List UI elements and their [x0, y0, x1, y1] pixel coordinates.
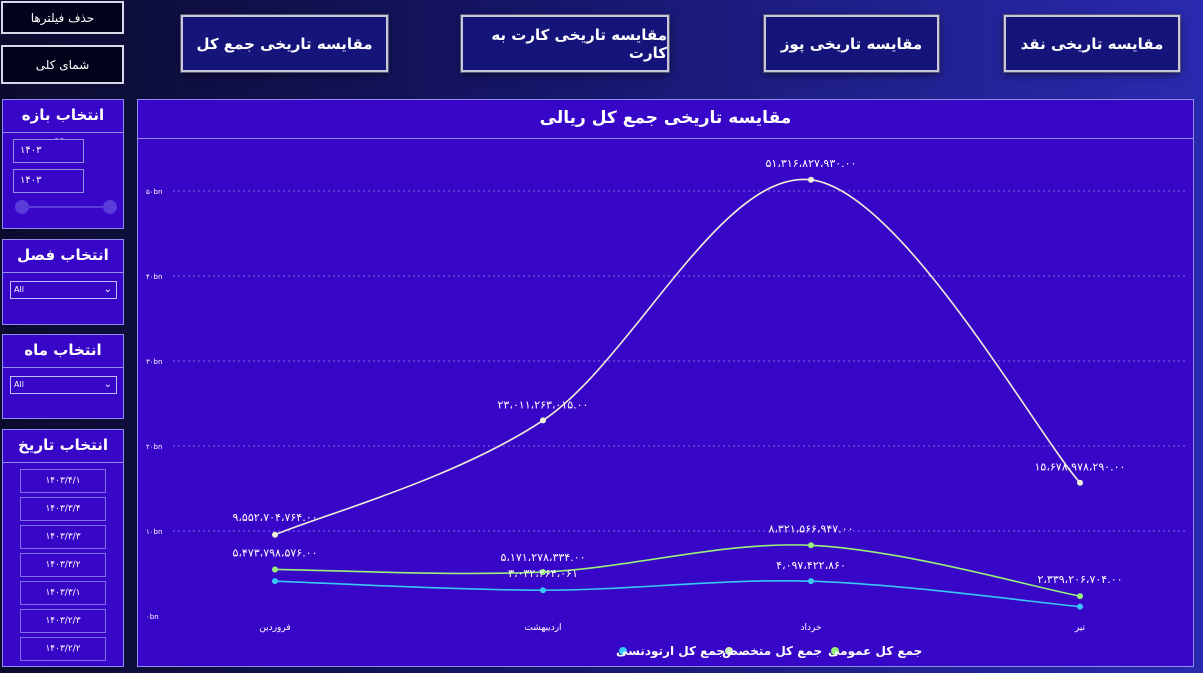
month-slicer: انتخاب ماه All ⌄: [2, 334, 124, 419]
date-item[interactable]: ۱۴۰۳/۲/۲: [20, 637, 106, 661]
legend-label: جمع کل ارتودنسی: [616, 644, 725, 659]
data-point: [808, 542, 814, 549]
year-range-slicer: انتخاب بازه سال ۱۴۰۳ ۱۴۰۳: [2, 99, 124, 229]
season-slicer: انتخاب فصل All ⌄: [2, 239, 124, 325]
data-label: ۵۱،۳۱۶،۸۲۷،۹۳۰.۰۰: [766, 157, 857, 170]
data-label: ۹،۵۵۲،۷۰۴،۷۶۴.۰۰: [232, 511, 317, 524]
data-label: ۵،۱۷۱،۲۷۸،۳۳۴.۰۰: [500, 551, 585, 564]
season-dropdown-value: All: [14, 285, 24, 294]
data-point: [1077, 603, 1083, 610]
series-line: [274, 544, 1081, 597]
year-range-title: انتخاب بازه سال: [3, 100, 123, 154]
data-point: [540, 569, 546, 576]
chart-title: مقایسه تاریخی جمع کل ریالی: [138, 100, 1193, 139]
year-to-input[interactable]: ۱۴۰۳: [13, 169, 84, 193]
month-dropdown[interactable]: All ⌄: [10, 376, 117, 394]
data-point: [272, 531, 278, 538]
data-point: [272, 566, 278, 573]
total-comparison-button[interactable]: مقایسه تاریخی جمع کل: [181, 15, 388, 72]
date-title: انتخاب تاریخ: [3, 430, 123, 463]
legend-label: جمع کل متخصص: [722, 644, 822, 658]
date-item[interactable]: ۱۴۰۳/۴/۱: [20, 469, 106, 493]
date-item[interactable]: ۱۴۰۳/۲/۳: [20, 609, 106, 633]
date-item[interactable]: ۱۴۰۳/۳/۳: [20, 525, 106, 549]
series-line: [274, 579, 1081, 608]
data-point: [540, 417, 546, 424]
line-chart: ۰bn ۱۰bn ۲۰bn ۳۰bn ۴۰bn ۵۰bn فروردین اردیبهشت خر…: [146, 157, 1188, 659]
y-tick-label: ۵۰bn: [146, 188, 162, 196]
data-label: ۲،۳۳۹،۲۰۶،۷۰۴.۰۰: [1037, 573, 1122, 586]
y-tick-label: ۱۰bn: [146, 528, 162, 536]
month-dropdown-value: All: [14, 380, 24, 389]
x-tick-label: فروردین: [259, 623, 290, 633]
overview-button[interactable]: شمای کلی: [1, 45, 124, 84]
legend-marker: [831, 647, 839, 655]
date-item[interactable]: ۱۴۰۳/۳/۴: [20, 497, 106, 521]
date-slicer: انتخاب تاریخ ۱۴۰۳/۴/۱ ۱۴۰۳/۳/۴ ۱۴۰۳/۳/۳ …: [2, 429, 124, 667]
year-slider-track[interactable]: [21, 206, 111, 208]
data-label: ۲۳،۰۱۱،۲۶۳،۰۱۵.۰۰: [498, 398, 589, 411]
month-title: انتخاب ماه: [3, 335, 123, 368]
data-label: ۳،۰۳۲،۲۶۴،۰۶۱: [508, 567, 578, 580]
data-point: [272, 578, 278, 585]
cash-comparison-button[interactable]: مقایسه تاریخی نقد: [1004, 15, 1180, 72]
legend-label: جمع کل عمومی: [828, 644, 922, 659]
data-label: ۱۵،۶۷۸،۹۷۸،۲۹۰.۰۰: [1035, 461, 1126, 474]
year-slider-handle-right[interactable]: [103, 200, 117, 214]
data-point: [1077, 479, 1083, 486]
clear-filters-button[interactable]: حذف فیلترها: [1, 1, 124, 34]
series-line: [274, 178, 1081, 536]
chart-panel: مقایسه تاریخی جمع کل ریالی ۰bn ۱۰bn ۲۰bn ۳۰…: [137, 99, 1194, 667]
x-tick-label: خرداد: [800, 623, 821, 633]
year-from-input[interactable]: ۱۴۰۳: [13, 139, 84, 163]
data-point: [808, 578, 814, 585]
data-point: [540, 587, 546, 594]
y-tick-label: ۳۰bn: [146, 358, 162, 366]
chevron-down-icon: ⌄: [103, 379, 112, 390]
card-to-card-comparison-button[interactable]: مقایسه تاریخی کارت به کارت: [461, 15, 669, 72]
date-item[interactable]: ۱۴۰۳/۳/۱: [20, 581, 106, 605]
x-tick-label: اردیبهشت: [524, 623, 561, 633]
y-tick-label: ۴۰bn: [146, 273, 162, 281]
season-title: انتخاب فصل: [3, 240, 123, 273]
date-item[interactable]: ۱۴۰۳/۳/۲: [20, 553, 106, 577]
pos-comparison-button[interactable]: مقایسه تاریخی پوز: [764, 15, 939, 72]
season-dropdown[interactable]: All ⌄: [10, 281, 117, 299]
data-point: [1077, 593, 1083, 600]
y-tick-label: ۰bn: [146, 613, 159, 621]
legend-marker: [619, 647, 627, 655]
data-label: ۴،۰۹۷،۴۲۲،۸۶۰: [776, 559, 846, 572]
data-point: [808, 176, 814, 183]
data-label: ۵،۴۷۳،۷۹۸،۵۷۶.۰۰: [232, 546, 317, 559]
data-label: ۸،۳۲۱،۵۶۶،۹۴۷.۰۰: [768, 522, 853, 535]
x-tick-label: تیر: [1074, 623, 1086, 633]
legend-marker: [725, 647, 733, 655]
chevron-down-icon: ⌄: [103, 284, 112, 295]
y-tick-label: ۲۰bn: [146, 443, 162, 451]
year-slider-handle-left[interactable]: [15, 200, 29, 214]
